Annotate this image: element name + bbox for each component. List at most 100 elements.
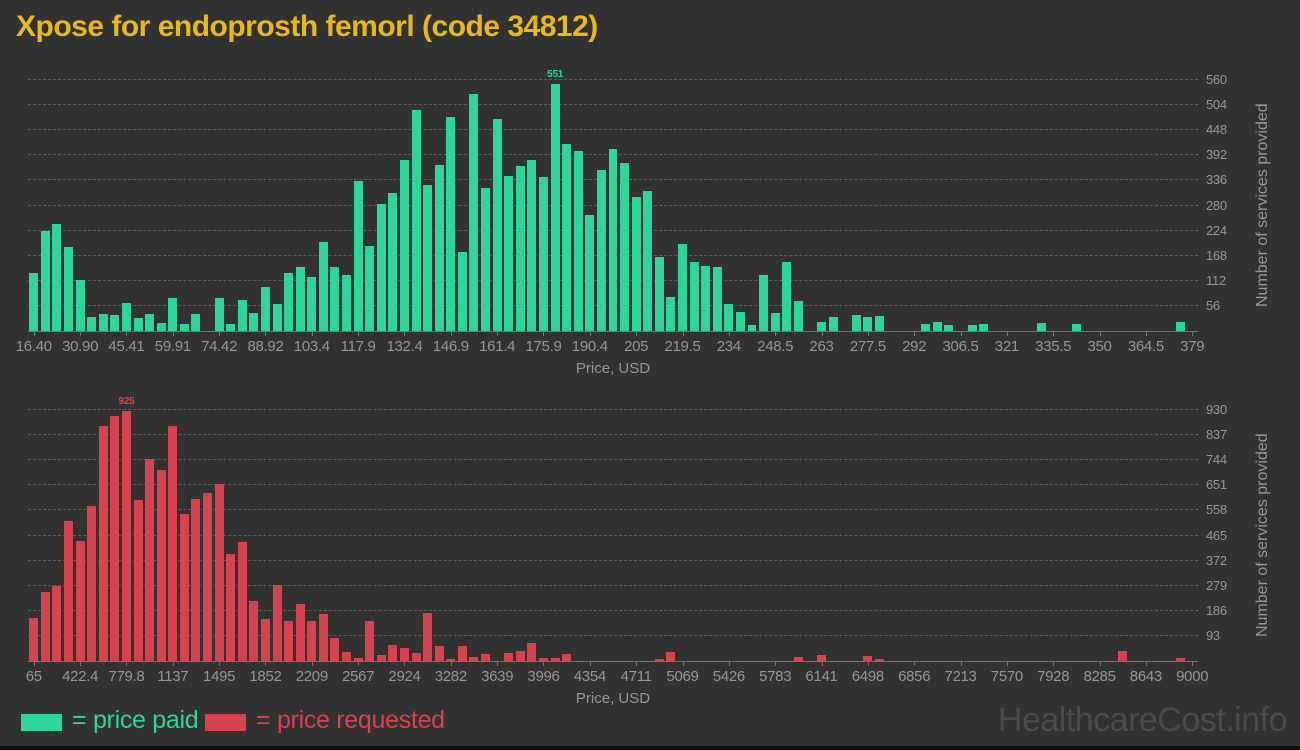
watermark: HealthcareCost.info [997,701,1288,739]
price-paid-histogram-bar [330,266,340,331]
x-tick-mark [775,661,777,666]
price-paid-histogram-bar [64,246,74,331]
price-paid-histogram-bar [770,313,780,331]
x-tick-label: 779.8 [108,668,145,685]
price-paid-histogram-bar [712,266,722,331]
price-paid-histogram-bar [596,169,606,331]
price-paid-histogram-bar [156,322,166,331]
price-requested-histogram-bar [179,514,189,661]
gridline [28,559,1198,561]
price-paid-histogram-bar [110,315,120,331]
x-tick-label: 2924 [388,668,421,685]
x-tick-label: 335.5 [1035,338,1072,355]
price-requested-histogram-bar [191,498,201,661]
y-tick-label: 279 [1206,577,1227,593]
price-paid-histogram-bar [631,197,641,331]
x-tick-mark [543,661,545,666]
x-tick-mark [450,331,452,336]
x-tick-label: 277.5 [849,338,886,355]
y-tick-label: 504 [1206,97,1227,113]
price-paid-histogram-bar [388,192,398,331]
price-requested-histogram-bar [817,655,826,661]
requested-x-axis-title: Price, USD [575,690,651,707]
y-tick-label: 56 [1206,297,1220,313]
x-tick-label: 7928 [1037,668,1070,685]
price-paid-histogram-bar [1037,322,1047,331]
x-tick-label: 1495 [203,668,236,685]
price-requested-histogram-bar [203,493,213,661]
price-paid-histogram-bar [874,316,884,331]
x-tick-label: 3282 [434,668,467,685]
price-requested-histogram-bar [1118,651,1128,661]
price-requested-histogram-bar [399,648,409,661]
x-tick-label: 2209 [295,668,328,685]
price-requested-histogram-bar [434,645,444,661]
x-tick-label: 263 [809,338,834,355]
x-tick-mark [636,331,638,336]
x-tick-mark [1006,661,1008,666]
price-paid-histogram-bar [550,84,560,331]
price-paid-histogram-bar [643,191,653,331]
x-tick-mark [1053,331,1055,336]
x-tick-label: 16.40 [15,338,52,355]
x-tick-mark [636,661,638,666]
x-tick-mark [1053,661,1055,666]
price-paid-histogram-bar [979,323,989,331]
x-tick-mark [497,331,499,336]
x-tick-mark [728,661,730,666]
price-requested-histogram-bar [388,645,398,661]
price-requested-histogram-bar [145,458,155,661]
price-requested-histogram-bar [98,426,108,661]
x-tick-label: 292 [902,338,927,355]
x-tick-label: 234 [716,338,741,355]
price-requested-histogram-bar [376,655,386,661]
y-tick-label: 558 [1206,502,1227,518]
price-paid-histogram-bar [249,313,259,331]
x-tick-label: 6856 [898,668,931,685]
x-tick-mark [775,331,777,336]
price-paid-histogram-bar [260,287,270,331]
price-paid-histogram-bar [759,275,769,331]
price-paid-histogram-bar [318,241,328,331]
price-paid-histogram-bar [817,321,826,331]
x-tick-mark [682,331,684,336]
price-paid-histogram-bar [851,314,861,331]
x-tick-label: 65 [25,668,42,685]
price-requested-histogram-bar [539,657,548,661]
page-title: Xpose for endoprosth femorl (code 34812) [16,10,598,43]
x-tick-label: 30.90 [62,338,99,355]
y-tick-label: 465 [1206,527,1227,543]
price-paid-histogram-bar [399,159,409,331]
price-requested-histogram-bar [666,652,676,661]
x-tick-mark [311,331,313,336]
paid-y-axis-title: Number of services provided [1254,103,1271,308]
price-paid-histogram-bar [527,159,537,331]
price-paid-histogram-bar [735,311,745,331]
x-tick-mark [219,331,221,336]
price-paid-histogram-bar [515,165,525,331]
price-requested-swatch [205,714,246,731]
x-tick-label: 5783 [759,668,792,685]
gridline [28,509,1198,511]
price-paid-histogram-bar [666,297,676,331]
x-tick-label: 6141 [805,668,838,685]
x-tick-label: 45.41 [108,338,145,355]
x-tick-label: 4711 [620,668,652,685]
price-paid-histogram-bar [121,303,131,331]
price-requested-histogram-bar [237,542,247,661]
price-paid-histogram-bar [284,273,294,331]
price-paid-histogram-bar [1176,322,1186,331]
x-tick-mark [1145,661,1147,666]
price-paid-histogram-bar [191,313,201,331]
y-tick-label: 112 [1206,272,1226,288]
y-tick-label: 392 [1206,147,1227,163]
y-tick-label: 651 [1206,477,1227,493]
price-paid-histogram-bar [585,215,595,331]
x-tick-label: 3996 [527,668,560,685]
x-tick-mark [589,331,591,336]
x-tick-mark [33,661,35,666]
x-tick-label: 350 [1087,338,1112,355]
x-tick-mark [404,331,406,336]
x-tick-mark [914,331,916,336]
x-tick-mark [80,661,82,666]
